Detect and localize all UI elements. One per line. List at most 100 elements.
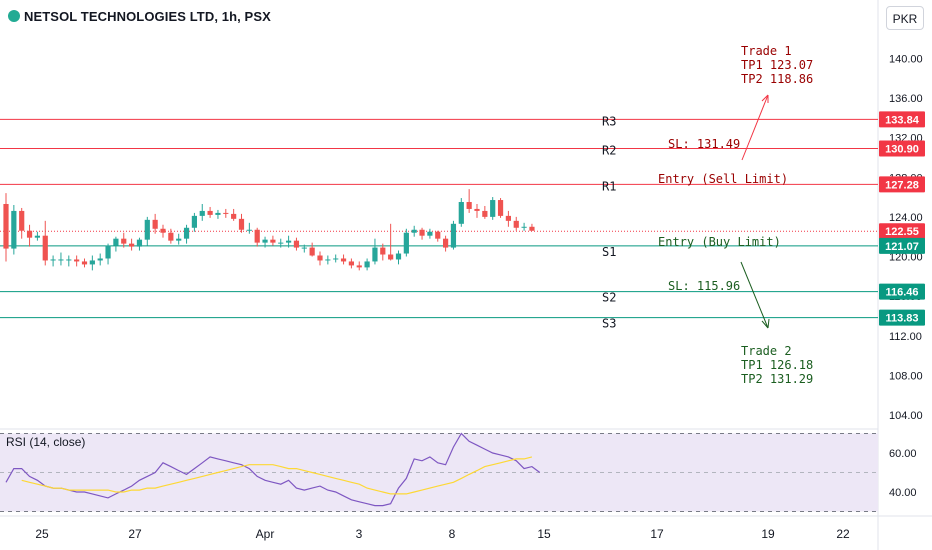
level-label-s3: S3	[602, 317, 616, 331]
candle-body	[262, 239, 268, 243]
rsi-ma-line	[21, 456, 533, 495]
time-tick-label: 17	[650, 527, 664, 541]
price-tick-label: 112.00	[889, 331, 922, 343]
candle-body	[450, 223, 457, 248]
candle-body	[26, 230, 33, 238]
arrow-head-trade2	[761, 318, 770, 329]
candle-body	[183, 227, 190, 239]
candle-body	[270, 239, 276, 243]
annotation-trade1-line: Trade 1	[741, 44, 792, 58]
annotation-sl2-line: SL: 115.96	[668, 279, 740, 293]
candle-body	[50, 259, 56, 261]
price-badge	[879, 223, 925, 240]
candle-body	[223, 212, 229, 214]
candle-body	[435, 231, 441, 239]
candle-body	[42, 235, 48, 261]
candle-body	[152, 219, 158, 229]
price-badge-label: 121.07	[885, 241, 919, 253]
candle-body	[301, 247, 307, 249]
price-tick-label: 124.00	[889, 212, 923, 224]
time-tick-label: 15	[537, 527, 551, 541]
candle-body	[325, 259, 331, 261]
candle-body	[333, 258, 339, 260]
candle-body	[317, 255, 323, 261]
price-badge	[879, 237, 925, 254]
candle-body	[254, 229, 260, 243]
candle-body	[136, 239, 143, 247]
candle-body	[34, 235, 40, 238]
candle-body	[482, 210, 488, 217]
arrow-head-trade1	[761, 94, 769, 103]
rsi-title: RSI (14, close)	[6, 435, 85, 449]
price-axis[interactable]: 104.00108.00112.00116.00120.00124.00128.…	[879, 53, 925, 499]
candle-body	[97, 258, 103, 261]
symbol-title-text: NETSOL TECHNOLOGIES LTD, 1h, PSX	[24, 9, 271, 24]
candle-body	[505, 215, 511, 221]
time-tick-label: 19	[761, 527, 775, 541]
candle-body	[466, 202, 472, 209]
candle-body	[168, 232, 174, 241]
arrow-trade1	[741, 94, 769, 161]
candle-body	[403, 232, 409, 254]
currency-button[interactable]: PKR	[886, 6, 924, 30]
candle-body	[395, 253, 402, 260]
rsi-line	[5, 432, 541, 507]
price-tick-label: 140.00	[889, 53, 923, 65]
candle-body	[411, 229, 417, 233]
candle-body	[231, 213, 237, 219]
level-label-s1: S1	[602, 245, 616, 259]
rsi-tick-label: 60.00	[889, 448, 917, 460]
time-tick-label: 25	[35, 527, 49, 541]
candle-body	[81, 261, 88, 265]
candle-body	[286, 240, 292, 243]
candle-body	[199, 210, 205, 216]
price-tick-label: 120.00	[889, 252, 923, 264]
level-label-r3: R3	[602, 114, 616, 128]
market-status-dot-icon	[8, 10, 20, 22]
candle-body	[191, 215, 197, 228]
rsi-tick-label: 40.00	[889, 487, 917, 499]
annotation-trade2-line: Trade 2	[741, 344, 792, 358]
annotation-entry_sell-line: Entry (Sell Limit)	[658, 172, 788, 186]
price-badge-label: 133.84	[885, 114, 920, 126]
candle-body	[356, 265, 362, 268]
candle-body	[364, 261, 370, 268]
candle-body	[388, 254, 394, 260]
price-badge-label: 122.55	[885, 226, 919, 238]
time-tick-label: Apr	[256, 527, 275, 541]
candle-body	[340, 258, 347, 262]
price-badge-label: 113.83	[885, 313, 918, 325]
arrow-trade2	[740, 261, 769, 329]
time-axis[interactable]: 25 27 Apr 3 8 15 17 19 22	[35, 527, 850, 541]
price-badge	[879, 140, 925, 157]
candle-body	[529, 226, 535, 231]
time-tick-label: 8	[449, 527, 456, 541]
annotation-trade1-line: TP1 123.07	[741, 58, 813, 72]
price-badge	[879, 111, 925, 128]
candle-body	[74, 259, 80, 262]
symbol-title: NETSOL TECHNOLOGIES LTD, 1h, PSX	[8, 9, 271, 24]
annotation-sl1-line: SL: 131.49	[668, 137, 740, 151]
annotation-trade2-line: TP2 131.29	[741, 372, 813, 386]
price-levels: R3 R2 R1 S1 S2 S3	[0, 114, 878, 331]
candle-body	[372, 247, 378, 262]
candle-body	[129, 243, 135, 247]
price-badge	[879, 309, 925, 326]
annotation-trade2-line: TP1 126.18	[741, 358, 813, 372]
candle-body	[246, 229, 252, 231]
candle-body	[490, 200, 496, 217]
candle-body	[160, 228, 166, 233]
price-badge-label: 116.46	[885, 287, 918, 299]
price-tick-label: 108.00	[889, 370, 923, 382]
candle-body	[19, 210, 25, 231]
price-badge-label: 130.90	[885, 144, 919, 156]
candle-body	[419, 229, 425, 236]
level-label-r2: R2	[602, 144, 616, 158]
candle-body	[121, 238, 127, 244]
candle-body	[144, 219, 150, 240]
candle-body	[521, 226, 527, 228]
candle-body	[458, 202, 464, 224]
